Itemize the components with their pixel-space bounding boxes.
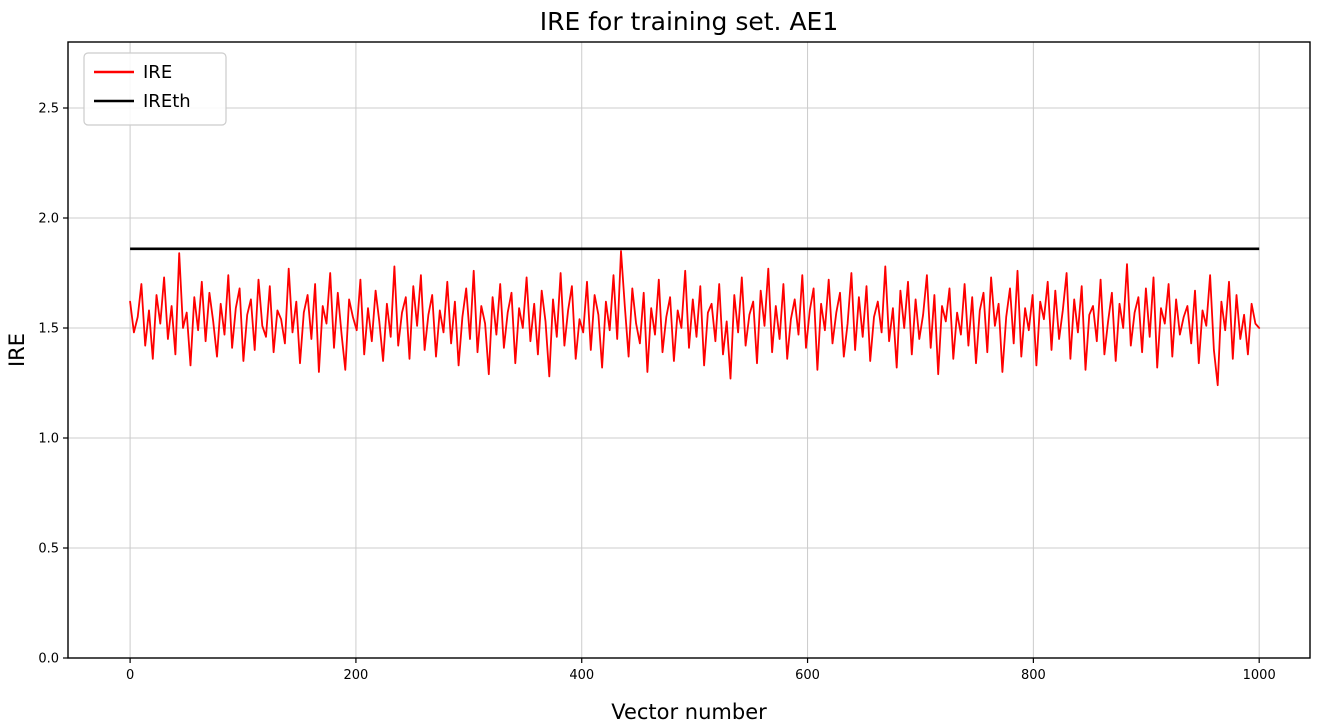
chart-title: IRE for training set. AE1 xyxy=(540,7,839,36)
x-tick-label: 1000 xyxy=(1243,668,1276,683)
legend: IRE IREth xyxy=(83,52,227,126)
plot-border xyxy=(67,41,1311,659)
y-tick-label: 2.0 xyxy=(38,212,59,227)
y-tick-label: 1.5 xyxy=(38,322,59,337)
legend-ire-label: IRE xyxy=(143,62,172,83)
x-axis-label: Vector number xyxy=(611,700,767,724)
y-axis-label: IRE xyxy=(5,333,29,367)
legend-ireth-label: IREth xyxy=(143,91,191,112)
x-tick-label: 200 xyxy=(344,668,369,683)
x-tick-label: 800 xyxy=(1021,668,1046,683)
y-tick-label: 1.0 xyxy=(38,432,59,447)
x-tick-label: 400 xyxy=(569,668,594,683)
y-tick-label: 2.5 xyxy=(38,102,59,117)
x-tick-label: 600 xyxy=(795,668,820,683)
y-axis-ticks: 0.0 0.5 1.0 1.5 2.0 2.5 xyxy=(38,102,68,667)
y-tick-label: 0.5 xyxy=(38,542,59,557)
y-tick-label: 0.0 xyxy=(38,652,59,667)
x-tick-label: 0 xyxy=(126,668,134,683)
x-axis-ticks: 0 200 400 600 800 1000 xyxy=(126,658,1276,683)
ire-series-line xyxy=(129,250,1261,387)
